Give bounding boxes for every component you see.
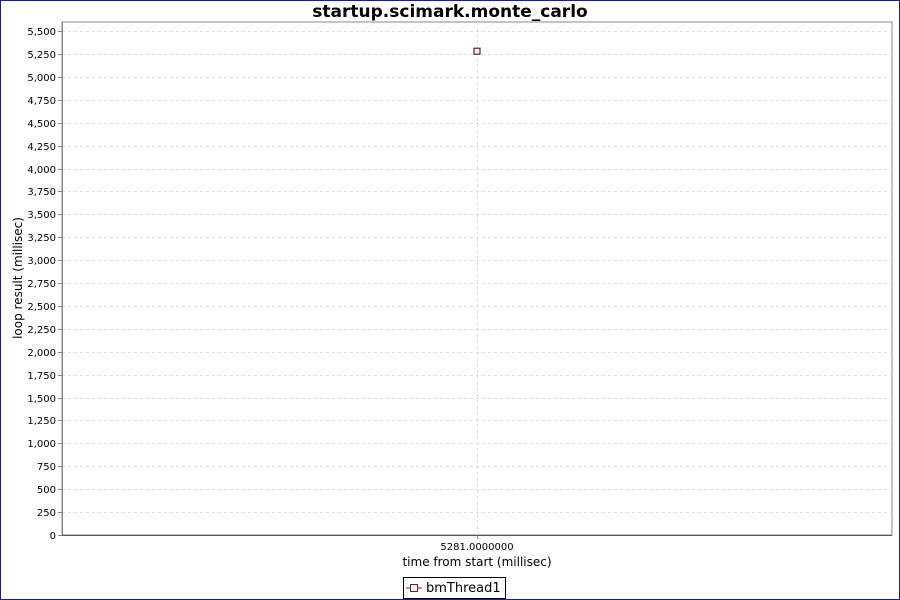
y-tick-label: 4,750 bbox=[27, 96, 56, 107]
legend-label: bmThread1 bbox=[426, 580, 501, 596]
y-tick-label: 5,250 bbox=[27, 50, 56, 61]
y-tick-label: 0 bbox=[50, 531, 56, 542]
plot-background bbox=[61, 21, 893, 536]
y-tick-label: 4,250 bbox=[27, 142, 56, 153]
y-tick-label: 2,500 bbox=[27, 302, 56, 313]
y-tick-label: 3,000 bbox=[27, 256, 56, 267]
y-tick-label: 4,000 bbox=[27, 165, 56, 176]
y-tick-label: 3,250 bbox=[27, 233, 56, 244]
x-axis-label: time from start (millisec) bbox=[402, 555, 552, 569]
y-tick-label: 3,500 bbox=[27, 210, 56, 221]
y-tick-label: 5,000 bbox=[27, 73, 56, 84]
y-tick-label: 4,500 bbox=[27, 119, 56, 130]
y-tick-label: 2,000 bbox=[27, 348, 56, 359]
y-tick-label: 500 bbox=[37, 485, 56, 496]
y-tick-label: 250 bbox=[37, 508, 56, 519]
legend: bmThread1 bbox=[403, 577, 506, 599]
y-tick-label: 1,000 bbox=[27, 439, 56, 450]
y-tick-label: 2,250 bbox=[27, 325, 56, 336]
y-tick-label: 3,750 bbox=[27, 187, 56, 198]
y-tick-label: 2,750 bbox=[27, 279, 56, 290]
x-tick-label: 5281.0000000 bbox=[440, 542, 513, 553]
legend-square-marker-icon bbox=[406, 584, 422, 592]
y-tick-label: 750 bbox=[37, 462, 56, 473]
y-tick-label: 1,250 bbox=[27, 416, 56, 427]
data-point bbox=[473, 47, 481, 55]
y-tick-label: 1,500 bbox=[27, 394, 56, 405]
y-tick-label: 1,750 bbox=[27, 371, 56, 382]
y-tick-label: 5,500 bbox=[27, 27, 56, 38]
chart-title: startup.scimark.monte_carlo bbox=[312, 2, 588, 22]
